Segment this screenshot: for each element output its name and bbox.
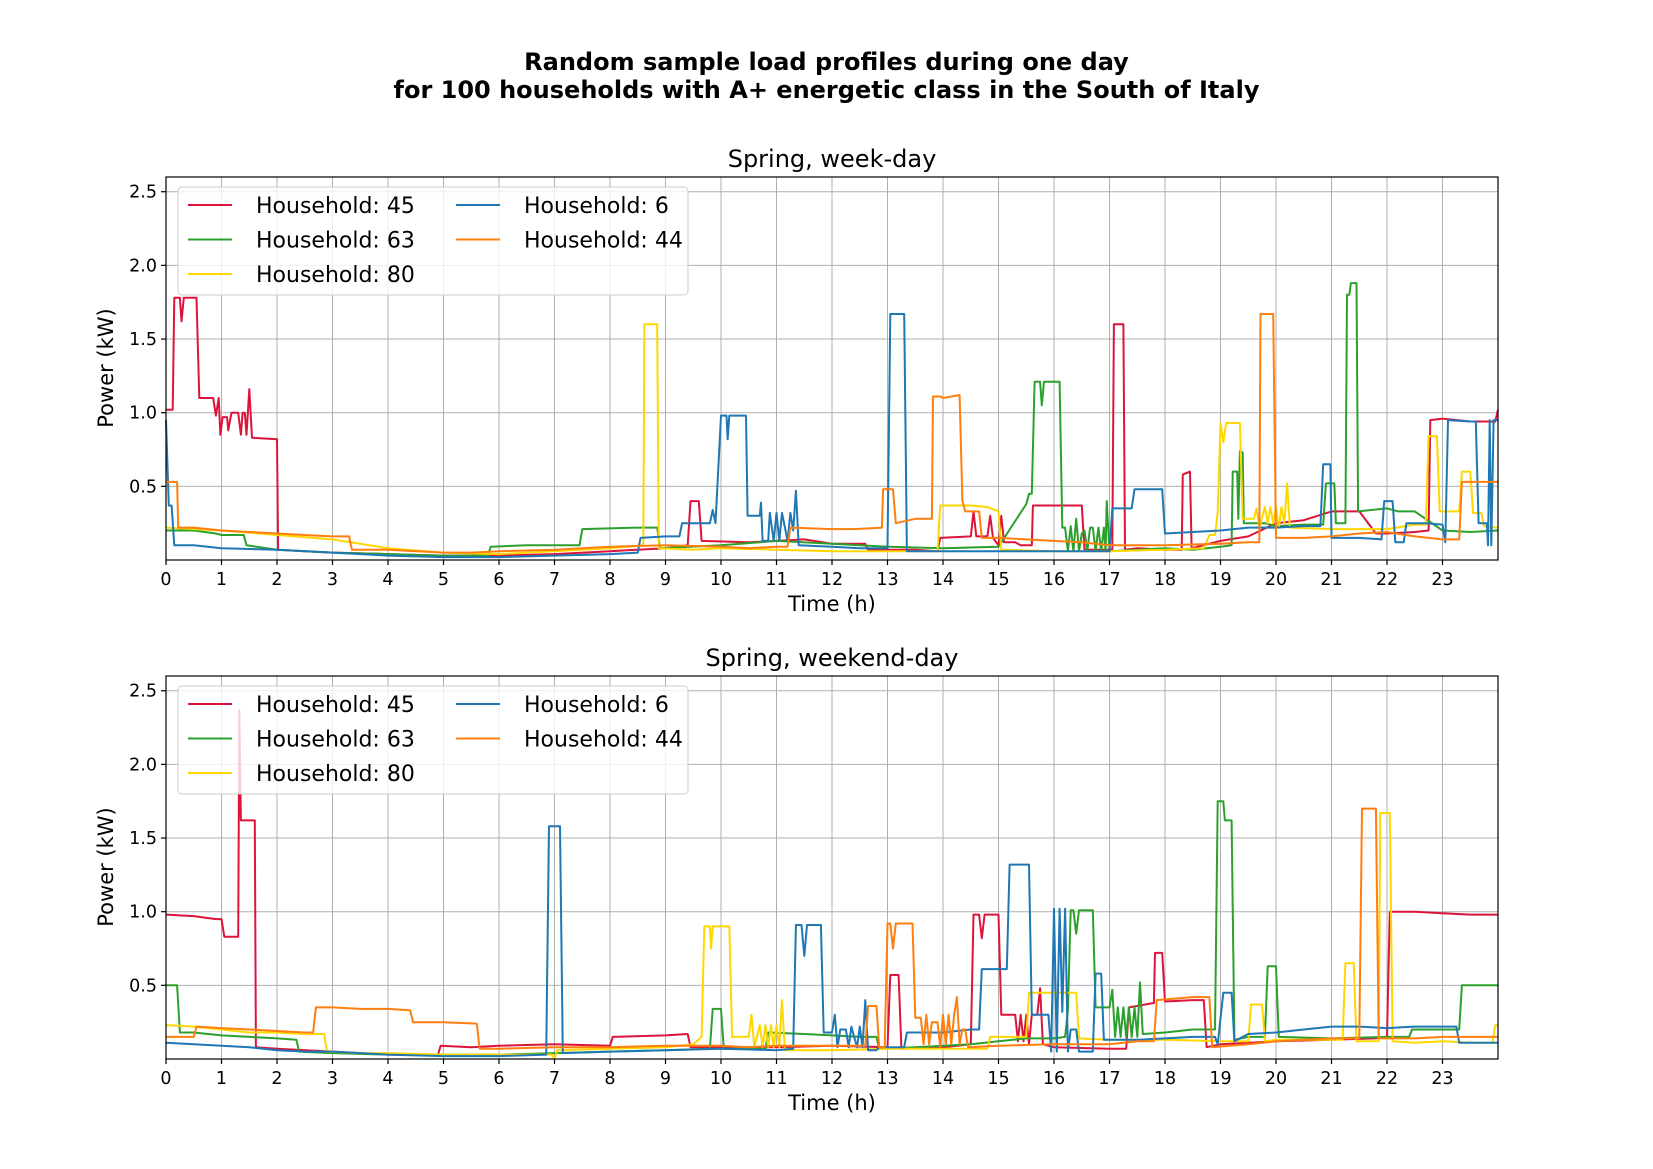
x-tick-label: 19 <box>1209 570 1231 590</box>
series-layer <box>165 282 1499 559</box>
legend-box <box>177 186 689 296</box>
x-tick-label: 11 <box>765 1069 787 1089</box>
y-tick-label: 2.0 <box>129 755 157 775</box>
ticks: 0 1 2 3 4 5 6 7 8 9 10 11 12 13 14 15 16 17 18 19 20 21 22 230.… <box>129 682 1453 1089</box>
x-tick-label: 23 <box>1431 1069 1453 1089</box>
x-tick-label: 15 <box>987 1069 1009 1089</box>
x-tick-label: 10 <box>710 570 732 590</box>
x-tick-label: 0 <box>160 570 171 590</box>
y-tick-label: 1.5 <box>129 330 157 350</box>
series-layer <box>165 708 1498 1060</box>
x-tick-label: 20 <box>1265 570 1287 590</box>
grid <box>165 676 1498 1059</box>
x-tick-label: 10 <box>710 1069 732 1089</box>
x-tick-label: 13 <box>876 1069 898 1089</box>
x-tick-label: 21 <box>1320 570 1342 590</box>
legend-label: Household: 6 <box>524 194 669 219</box>
chart-weekend: Spring, weekend-day 0 1 2 3 4 5 6 7 8 9 10 11 12 13 14… <box>94 644 1499 1115</box>
x-tick-label: 19 <box>1209 1069 1231 1089</box>
x-tick-label: 17 <box>1098 570 1120 590</box>
x-tick-label: 2 <box>271 1069 282 1089</box>
series-line-household-6 <box>165 313 1498 559</box>
figure-title-line-1: Random sample load profiles during one d… <box>524 48 1129 76</box>
x-tick-label: 0 <box>160 1069 171 1089</box>
legend-label: Household: 63 <box>256 728 415 753</box>
x-tick-label: 12 <box>821 1069 843 1089</box>
x-tick-label: 6 <box>493 1069 504 1089</box>
legend: Household: 45 Household: 63 Household: 80 H… <box>177 685 689 795</box>
legend: Household: 45 Household: 63 Household: 80 H… <box>177 186 689 296</box>
series-line-household-6 <box>165 825 1498 1058</box>
x-tick-label: 4 <box>382 570 393 590</box>
y-axis-label: Power (kW) <box>94 308 118 427</box>
chart-weekday: Spring, week-day 0 1 2 3 4 5 6 7 8 9 10 11 12 13 14 15 1… <box>94 145 1499 616</box>
y-tick-label: 2.0 <box>129 256 157 276</box>
y-tick-label: 2.5 <box>129 682 157 702</box>
legend-label: Household: 6 <box>524 693 669 718</box>
chart-title: Spring, week-day <box>728 145 937 173</box>
x-tick-label: 23 <box>1431 570 1453 590</box>
x-tick-label: 13 <box>876 570 898 590</box>
x-tick-label: 18 <box>1154 1069 1176 1089</box>
legend-label: Household: 80 <box>256 263 415 288</box>
x-tick-label: 14 <box>932 1069 954 1089</box>
x-tick-label: 5 <box>438 570 449 590</box>
x-axis-label: Time (h) <box>787 1091 876 1115</box>
x-tick-label: 1 <box>216 1069 227 1089</box>
series-line-household-80 <box>165 323 1499 556</box>
x-tick-label: 17 <box>1098 1069 1120 1089</box>
x-tick-label: 2 <box>271 570 282 590</box>
x-tick-label: 14 <box>932 570 954 590</box>
legend-label: Household: 45 <box>256 693 415 718</box>
x-tick-label: 22 <box>1376 570 1398 590</box>
x-tick-label: 3 <box>327 1069 338 1089</box>
x-tick-label: 11 <box>765 570 787 590</box>
series-line-household-44 <box>166 313 1498 554</box>
x-tick-label: 7 <box>549 1069 560 1089</box>
x-tick-label: 8 <box>604 570 615 590</box>
x-tick-label: 21 <box>1320 1069 1342 1089</box>
legend-label: Household: 80 <box>256 762 415 787</box>
x-axis-label: Time (h) <box>787 592 876 616</box>
x-tick-label: 4 <box>382 1069 393 1089</box>
ticks: 0 1 2 3 4 5 6 7 8 9 10 11 12 13 14 15 16 17 18 19 20 21 22 230.… <box>129 183 1453 590</box>
x-tick-label: 22 <box>1376 1069 1398 1089</box>
series-line-household-45 <box>166 296 1499 557</box>
x-tick-label: 6 <box>493 570 504 590</box>
y-tick-label: 2.5 <box>129 183 157 203</box>
figure-title-line-2: for 100 households with A+ energetic cla… <box>394 76 1260 104</box>
y-tick-label: 0.5 <box>129 976 157 996</box>
legend-label: Household: 63 <box>256 229 415 254</box>
series-line-household-44 <box>166 807 1498 1050</box>
x-tick-label: 16 <box>1043 1069 1065 1089</box>
x-tick-label: 3 <box>327 570 338 590</box>
legend-label: Household: 44 <box>524 728 683 753</box>
x-tick-label: 20 <box>1265 1069 1287 1089</box>
y-axis-label: Power (kW) <box>94 807 118 926</box>
x-tick-label: 16 <box>1043 570 1065 590</box>
legend-label: Household: 45 <box>256 194 415 219</box>
x-tick-label: 12 <box>821 570 843 590</box>
legend-label: Household: 44 <box>524 229 683 254</box>
y-tick-label: 0.5 <box>129 477 157 497</box>
x-tick-label: 15 <box>987 570 1009 590</box>
x-tick-label: 18 <box>1154 570 1176 590</box>
x-tick-label: 9 <box>660 570 671 590</box>
x-tick-label: 7 <box>549 570 560 590</box>
x-tick-label: 9 <box>660 1069 671 1089</box>
y-tick-label: 1.0 <box>129 404 157 424</box>
chart-title: Spring, weekend-day <box>706 644 959 672</box>
x-tick-label: 5 <box>438 1069 449 1089</box>
y-tick-label: 1.0 <box>129 903 157 923</box>
x-tick-label: 1 <box>216 570 227 590</box>
x-tick-label: 8 <box>604 1069 615 1089</box>
y-tick-label: 1.5 <box>129 829 157 849</box>
legend-box <box>177 685 689 795</box>
